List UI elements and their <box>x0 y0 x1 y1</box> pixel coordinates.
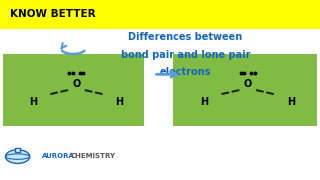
Text: O: O <box>244 79 252 89</box>
Text: electrons: electrons <box>160 67 211 77</box>
Text: H: H <box>116 97 124 107</box>
Bar <box>3 54 144 126</box>
Text: CHEMISTRY: CHEMISTRY <box>70 153 116 159</box>
Text: H: H <box>29 97 37 107</box>
Text: O: O <box>72 79 81 89</box>
Bar <box>173 54 317 126</box>
Text: H: H <box>287 97 295 107</box>
Text: Differences between: Differences between <box>128 32 243 42</box>
Text: KNOW BETTER: KNOW BETTER <box>10 9 95 19</box>
Bar <box>15 148 20 152</box>
Circle shape <box>5 150 30 163</box>
Text: bond pair and lone pair: bond pair and lone pair <box>121 50 250 60</box>
Text: H: H <box>200 97 209 107</box>
Bar <box>0 0 320 29</box>
Text: AURORA: AURORA <box>42 153 75 159</box>
